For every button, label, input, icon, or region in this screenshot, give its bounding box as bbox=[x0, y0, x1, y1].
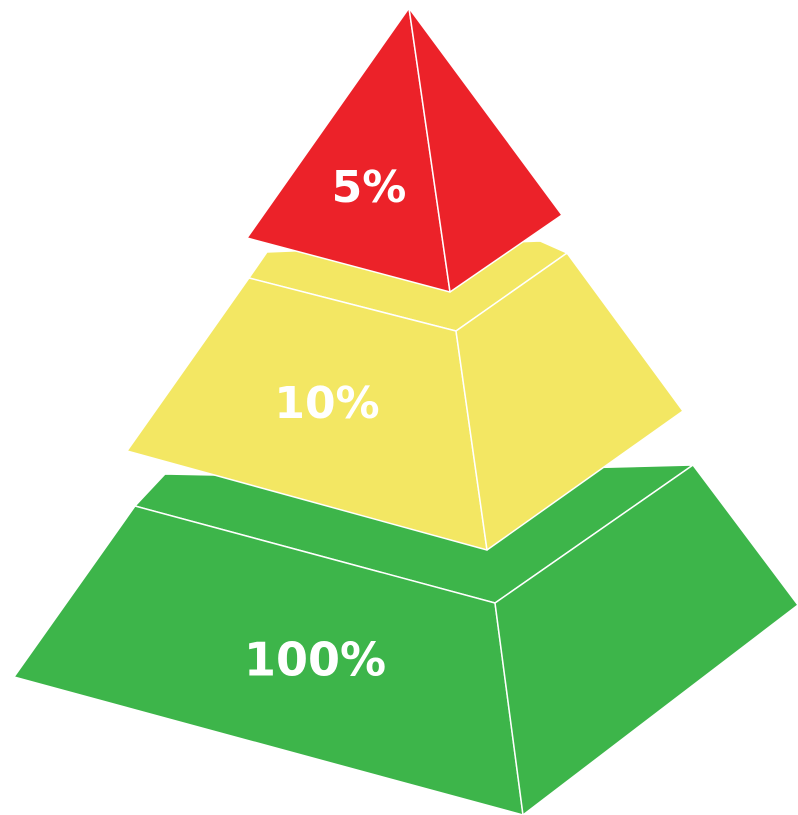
pyramid-tier-top: 5% bbox=[246, 7, 563, 293]
tier-bottom-front-face bbox=[13, 505, 524, 815]
tier-top-label: 5% bbox=[332, 162, 407, 213]
tier-middle-label: 10% bbox=[274, 378, 379, 429]
tier-middle-right-face bbox=[455, 252, 684, 551]
tier-bottom-right-face bbox=[494, 464, 798, 815]
tier-bottom-label: 100% bbox=[244, 633, 386, 687]
tier-top-right-face bbox=[408, 7, 563, 293]
